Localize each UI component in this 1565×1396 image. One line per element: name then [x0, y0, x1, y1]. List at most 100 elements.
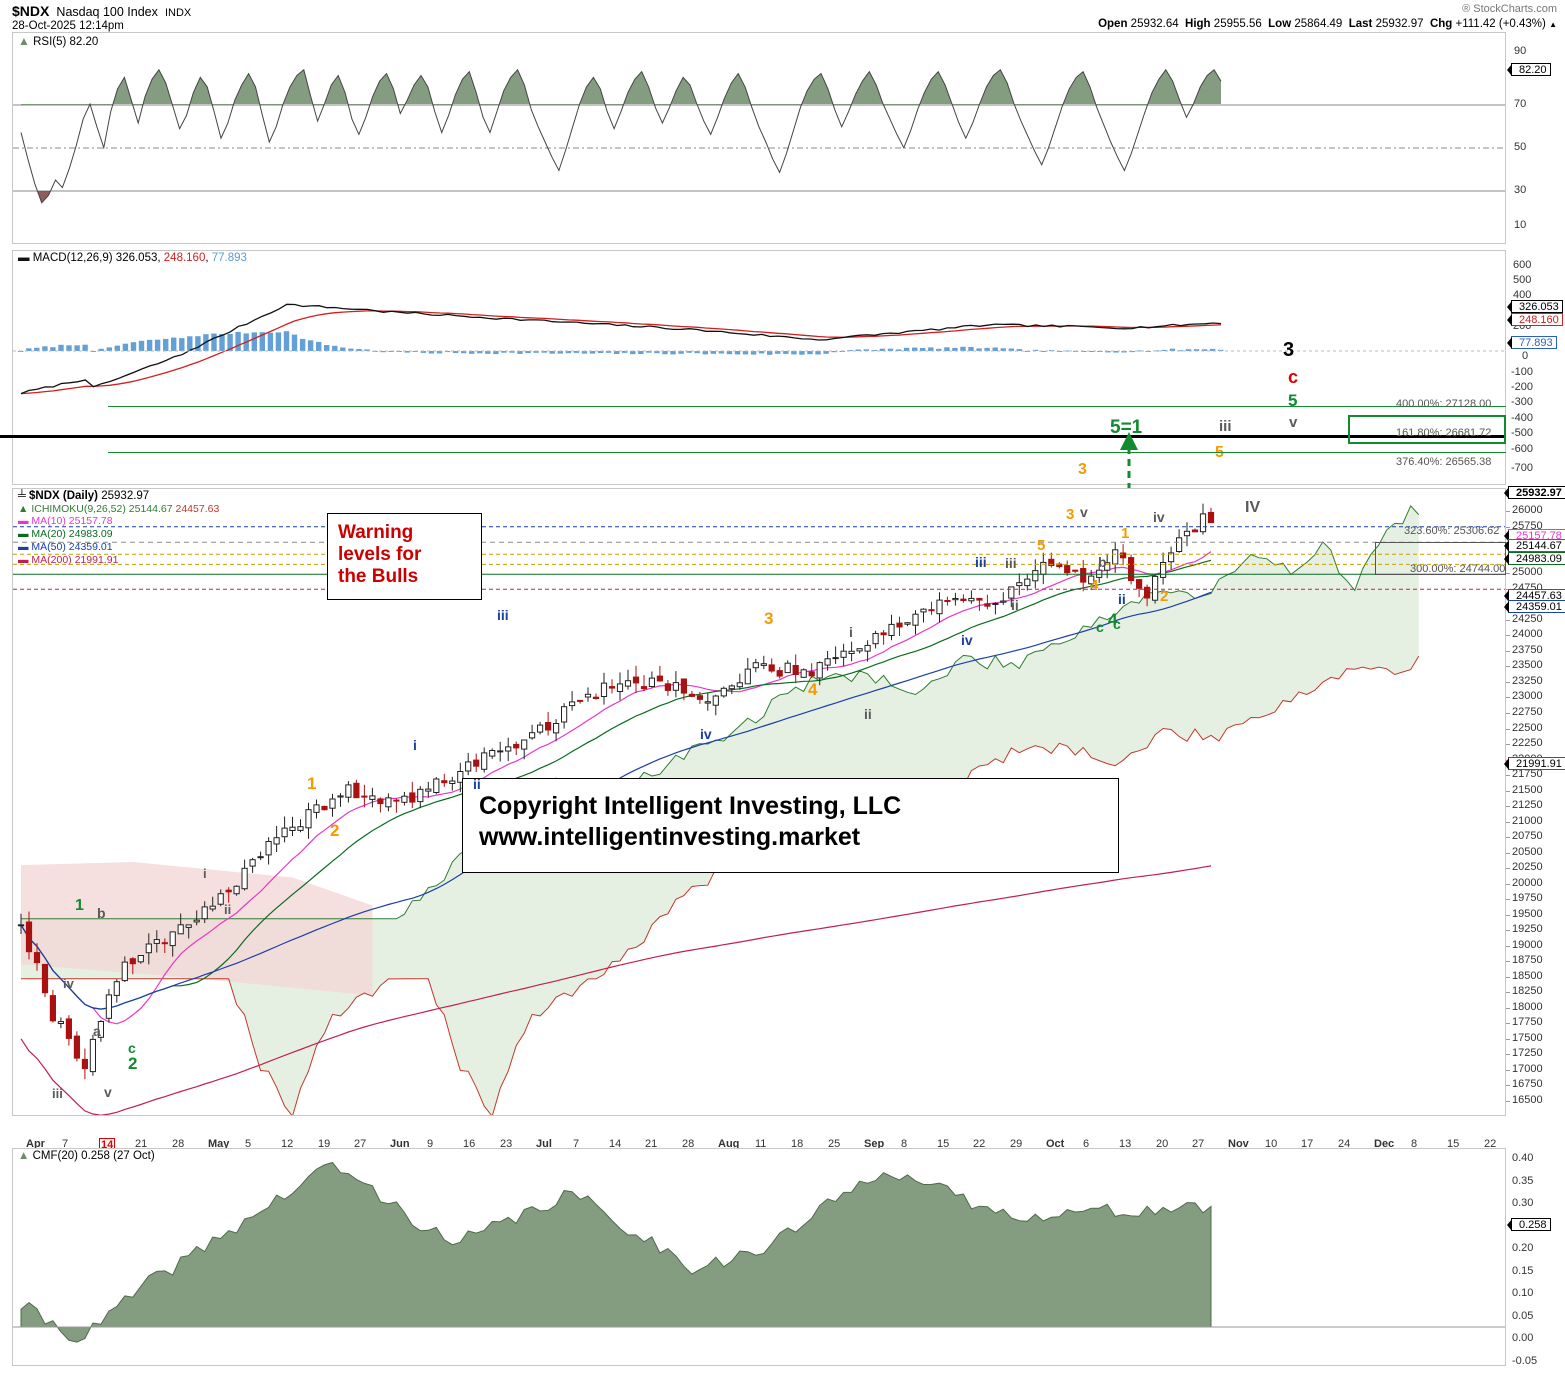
price-tickmark [1506, 822, 1510, 823]
wave-label-c-green: c [128, 1040, 136, 1056]
price-tick-17000: 17000 [1512, 1063, 1543, 1075]
legend-ichimoku: ▲ ICHIMOKU(9,26,52) 25144.67 24457.63 [18, 503, 219, 515]
price-tickmark [1506, 697, 1510, 698]
legend-ma50: ▬ MA(50) 24359.01 [18, 541, 113, 553]
macd-hist-value: 77.893 [211, 252, 247, 264]
wave-label-b-gray: b [97, 905, 106, 921]
ma10-label: MA(10) [31, 515, 66, 527]
price-tick-20500: 20500 [1512, 846, 1543, 858]
exchange-label: INDX [164, 7, 192, 19]
legend-ma20: ▬ MA(20) 24983.09 [18, 528, 113, 540]
price-tick-21750: 21750 [1512, 768, 1543, 780]
price-tickmark [1506, 961, 1510, 962]
wave-label-4-green: 4 [1108, 610, 1118, 629]
wave-label-ii-blue: ii [473, 776, 481, 792]
wave-label-iii-blue: iii [497, 607, 509, 623]
ichimoku-cloud-icon: ▲ [18, 503, 29, 515]
fib-label-37640: 376.40%: 26565.38 [1396, 456, 1492, 468]
cmf-indicator-date: (27 Oct) [113, 1150, 155, 1162]
price-tickmark [1506, 666, 1510, 667]
x-tick-16: 16 [463, 1138, 476, 1150]
price-tick-16500: 16500 [1512, 1094, 1543, 1106]
ichimoku-value-a: 25144.67 [128, 503, 173, 515]
price-tickmark [1506, 946, 1510, 947]
wave-label-v-gray: v [104, 1084, 112, 1100]
price-tick-17500: 17500 [1512, 1032, 1543, 1044]
cmf-tick-0p40: 0.40 [1512, 1152, 1534, 1164]
macd-tick-0: 0 [1522, 350, 1529, 362]
wave-label-v-gray: v [1080, 504, 1088, 520]
fib-line-16180 [0, 435, 1506, 438]
x-tick-8: 8 [1411, 1138, 1418, 1150]
price-tickmark [1506, 915, 1510, 916]
x-tick-jul: Jul [536, 1138, 552, 1150]
price-tick-24250: 24250 [1512, 613, 1543, 625]
price-tickmark [1506, 511, 1510, 512]
price-tick-18500: 18500 [1512, 970, 1543, 982]
price-tick-19750: 19750 [1512, 892, 1543, 904]
price-legend-symbol: ╧ $NDX (Daily) 25932.97 [18, 490, 149, 502]
ma20-value: 24983.09 [68, 528, 113, 540]
price-tick-18750: 18750 [1512, 954, 1543, 966]
x-tick-22: 22 [1484, 1138, 1497, 1150]
price-tickmark [1506, 1101, 1510, 1102]
price-tickmark [1506, 853, 1510, 854]
candlestick-icon: ╧ [18, 490, 26, 502]
ma10-value: 25157.78 [68, 515, 113, 527]
symbol-label: $NDX [12, 3, 50, 19]
wave-label-ii-gray: ii [864, 706, 872, 722]
ma200-line-icon: ▬ [18, 554, 29, 566]
macd-indicator-label: MACD(12,26,9) [32, 252, 113, 264]
price-tick-21250: 21250 [1512, 799, 1543, 811]
cmf-indicator-label: CMF(20) [32, 1150, 78, 1162]
chg-up-arrow-icon: ▲ [1549, 20, 1557, 29]
chart-datetime: 28-Oct-2025 12:14pm [12, 20, 124, 32]
wave-label-ii-blue: ii [1118, 591, 1126, 607]
price-tickmark [1506, 527, 1510, 528]
wave-label-macd-3-green: 3 [1078, 461, 1087, 478]
ma50-badge: 24359.01 [1504, 600, 1565, 613]
x-tick-11: 11 [755, 1138, 767, 1150]
x-tick-20: 20 [1156, 1138, 1169, 1150]
rsi-panel [12, 32, 1506, 244]
wave-label-macd-5-green: 5 [1288, 391, 1298, 410]
macd-tick-n300: -300 [1511, 396, 1534, 408]
price-tickmark [1506, 930, 1510, 931]
cmf-indicator-value: 0.258 [81, 1150, 110, 1162]
x-tick-7: 7 [573, 1138, 580, 1150]
cmf-area-icon: ▲ [18, 1150, 30, 1162]
wave-label-macd-iii-gray: iii [1219, 418, 1232, 435]
x-tick-aug: Aug [718, 1138, 740, 1150]
price-tick-24000: 24000 [1512, 628, 1543, 640]
price-tickmark [1506, 635, 1510, 636]
wave-label-iv-blue: iv [961, 632, 973, 648]
price-tickmark [1506, 1070, 1510, 1071]
x-tick-25: 25 [828, 1138, 841, 1150]
warning-line-3: the Bulls [338, 565, 419, 587]
price-tickmark [1506, 1039, 1510, 1040]
cmf-legend: ▲ CMF(20) 0.258 (27 Oct) [18, 1150, 155, 1162]
macd-tick-n600: -600 [1511, 443, 1534, 455]
price-tickmark [1506, 791, 1510, 792]
wave-label-macd-c-red: c [1288, 367, 1299, 387]
x-tick-18: 18 [791, 1138, 804, 1150]
price-tick-21000: 21000 [1512, 815, 1543, 827]
high-label: High [1185, 18, 1211, 30]
x-tick-10: 10 [1265, 1138, 1278, 1150]
legend-ma200: ▬ MA(200) 21991.91 [18, 554, 118, 566]
wave-label-b-gray: b [1098, 554, 1107, 570]
warning-callout: Warning levels for the Bulls [327, 513, 482, 600]
price-tickmark [1506, 1054, 1510, 1055]
macd-signal-value: 248.160 [163, 252, 206, 264]
x-tick-nov: Nov [1228, 1138, 1249, 1150]
x-tick-sep: Sep [864, 1138, 885, 1150]
rsi-value-badge: 82.20 [1507, 63, 1551, 76]
ma20-line-icon: ▬ [18, 528, 29, 540]
legend-ma10: ▬ MA(10) 25157.78 [18, 515, 113, 527]
price-tickmark [1506, 868, 1510, 869]
price-tickmark [1506, 713, 1510, 714]
wave-label-2-orange: 2 [330, 821, 340, 840]
wave-label-1-orange: 1 [1121, 525, 1130, 542]
wave-label-iv-gray: iv [63, 976, 74, 991]
x-tick-oct: Oct [1046, 1138, 1065, 1150]
